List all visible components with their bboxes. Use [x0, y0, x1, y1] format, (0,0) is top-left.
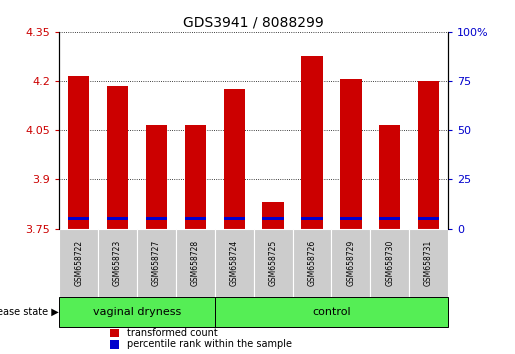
Bar — [59, 229, 98, 297]
Text: GSM658727: GSM658727 — [152, 240, 161, 286]
Bar — [253, 229, 293, 297]
Bar — [418, 217, 439, 220]
Bar — [370, 229, 409, 297]
Bar — [340, 217, 362, 220]
Bar — [293, 229, 332, 297]
Bar — [224, 217, 245, 220]
Bar — [409, 229, 448, 297]
Text: GSM658724: GSM658724 — [230, 240, 238, 286]
Text: GSM658728: GSM658728 — [191, 240, 200, 286]
Bar — [68, 76, 90, 229]
Text: percentile rank within the sample: percentile rank within the sample — [127, 339, 292, 349]
Bar — [301, 56, 323, 229]
Bar — [379, 217, 401, 220]
Bar — [176, 229, 215, 297]
Bar — [137, 229, 176, 297]
Bar — [184, 217, 206, 220]
Bar — [379, 125, 401, 229]
Bar — [68, 217, 90, 220]
Text: GSM658725: GSM658725 — [269, 240, 278, 286]
Bar — [301, 217, 323, 220]
Bar — [110, 339, 119, 349]
Bar — [184, 125, 206, 229]
Bar — [107, 217, 128, 220]
Bar — [340, 79, 362, 229]
Bar — [59, 297, 215, 327]
Bar — [418, 81, 439, 229]
Text: GSM658726: GSM658726 — [307, 240, 316, 286]
Bar — [110, 329, 119, 337]
Bar — [146, 125, 167, 229]
Text: transformed count: transformed count — [127, 328, 218, 338]
Bar — [107, 86, 128, 229]
Bar — [224, 89, 245, 229]
Text: vaginal dryness: vaginal dryness — [93, 307, 181, 317]
Bar — [332, 229, 370, 297]
Bar — [262, 217, 284, 220]
Bar — [98, 229, 137, 297]
Text: GSM658730: GSM658730 — [385, 240, 394, 286]
Text: control: control — [312, 307, 351, 317]
Bar — [146, 217, 167, 220]
Title: GDS3941 / 8088299: GDS3941 / 8088299 — [183, 15, 324, 29]
Bar — [215, 229, 253, 297]
Bar — [262, 202, 284, 229]
Bar — [215, 297, 448, 327]
Text: disease state ▶: disease state ▶ — [0, 307, 58, 317]
Text: GSM658731: GSM658731 — [424, 240, 433, 286]
Text: GSM658729: GSM658729 — [347, 240, 355, 286]
Text: GSM658723: GSM658723 — [113, 240, 122, 286]
Text: GSM658722: GSM658722 — [74, 240, 83, 286]
